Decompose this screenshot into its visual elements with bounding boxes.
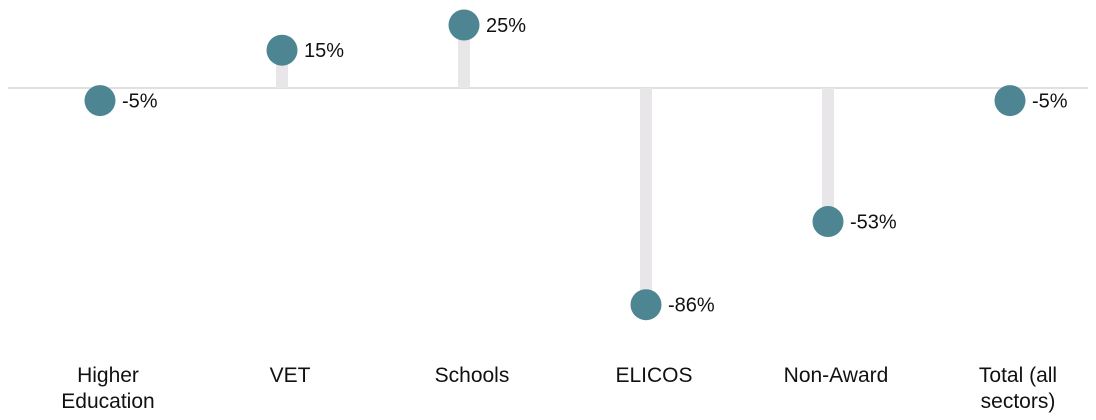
category-label-elicos: ELICOS xyxy=(615,364,692,387)
data-label-higher-education: -5% xyxy=(122,91,158,113)
data-label-total-all-sectors: -5% xyxy=(1032,91,1068,113)
category-label-non-award: Non-Award xyxy=(784,364,889,387)
category-label-vet: VET xyxy=(270,364,311,387)
marker-vet xyxy=(266,34,298,66)
stems-group xyxy=(94,25,1016,305)
data-label-schools: 25% xyxy=(486,15,526,37)
markers-group xyxy=(84,9,1026,321)
category-label-higher-education: Higher Education xyxy=(61,364,154,413)
marker-schools xyxy=(448,9,480,41)
marker-total-all-sectors xyxy=(994,85,1026,117)
category-label-total-all-sectors: Total (all sectors) xyxy=(979,364,1057,413)
marker-non-award xyxy=(812,206,844,238)
category-label-schools: Schools xyxy=(435,364,510,387)
data-label-non-award: -53% xyxy=(850,212,897,234)
marker-higher-education xyxy=(84,85,116,117)
data-label-vet: 15% xyxy=(304,40,344,62)
data-label-elicos: -86% xyxy=(668,295,715,317)
marker-elicos xyxy=(630,289,662,321)
category-labels-group: Higher Education VET Schools ELICOS Non-Award… xyxy=(61,364,1057,413)
data-labels-group: -5% 15% 25% -86% -53% -5% xyxy=(122,15,1068,317)
